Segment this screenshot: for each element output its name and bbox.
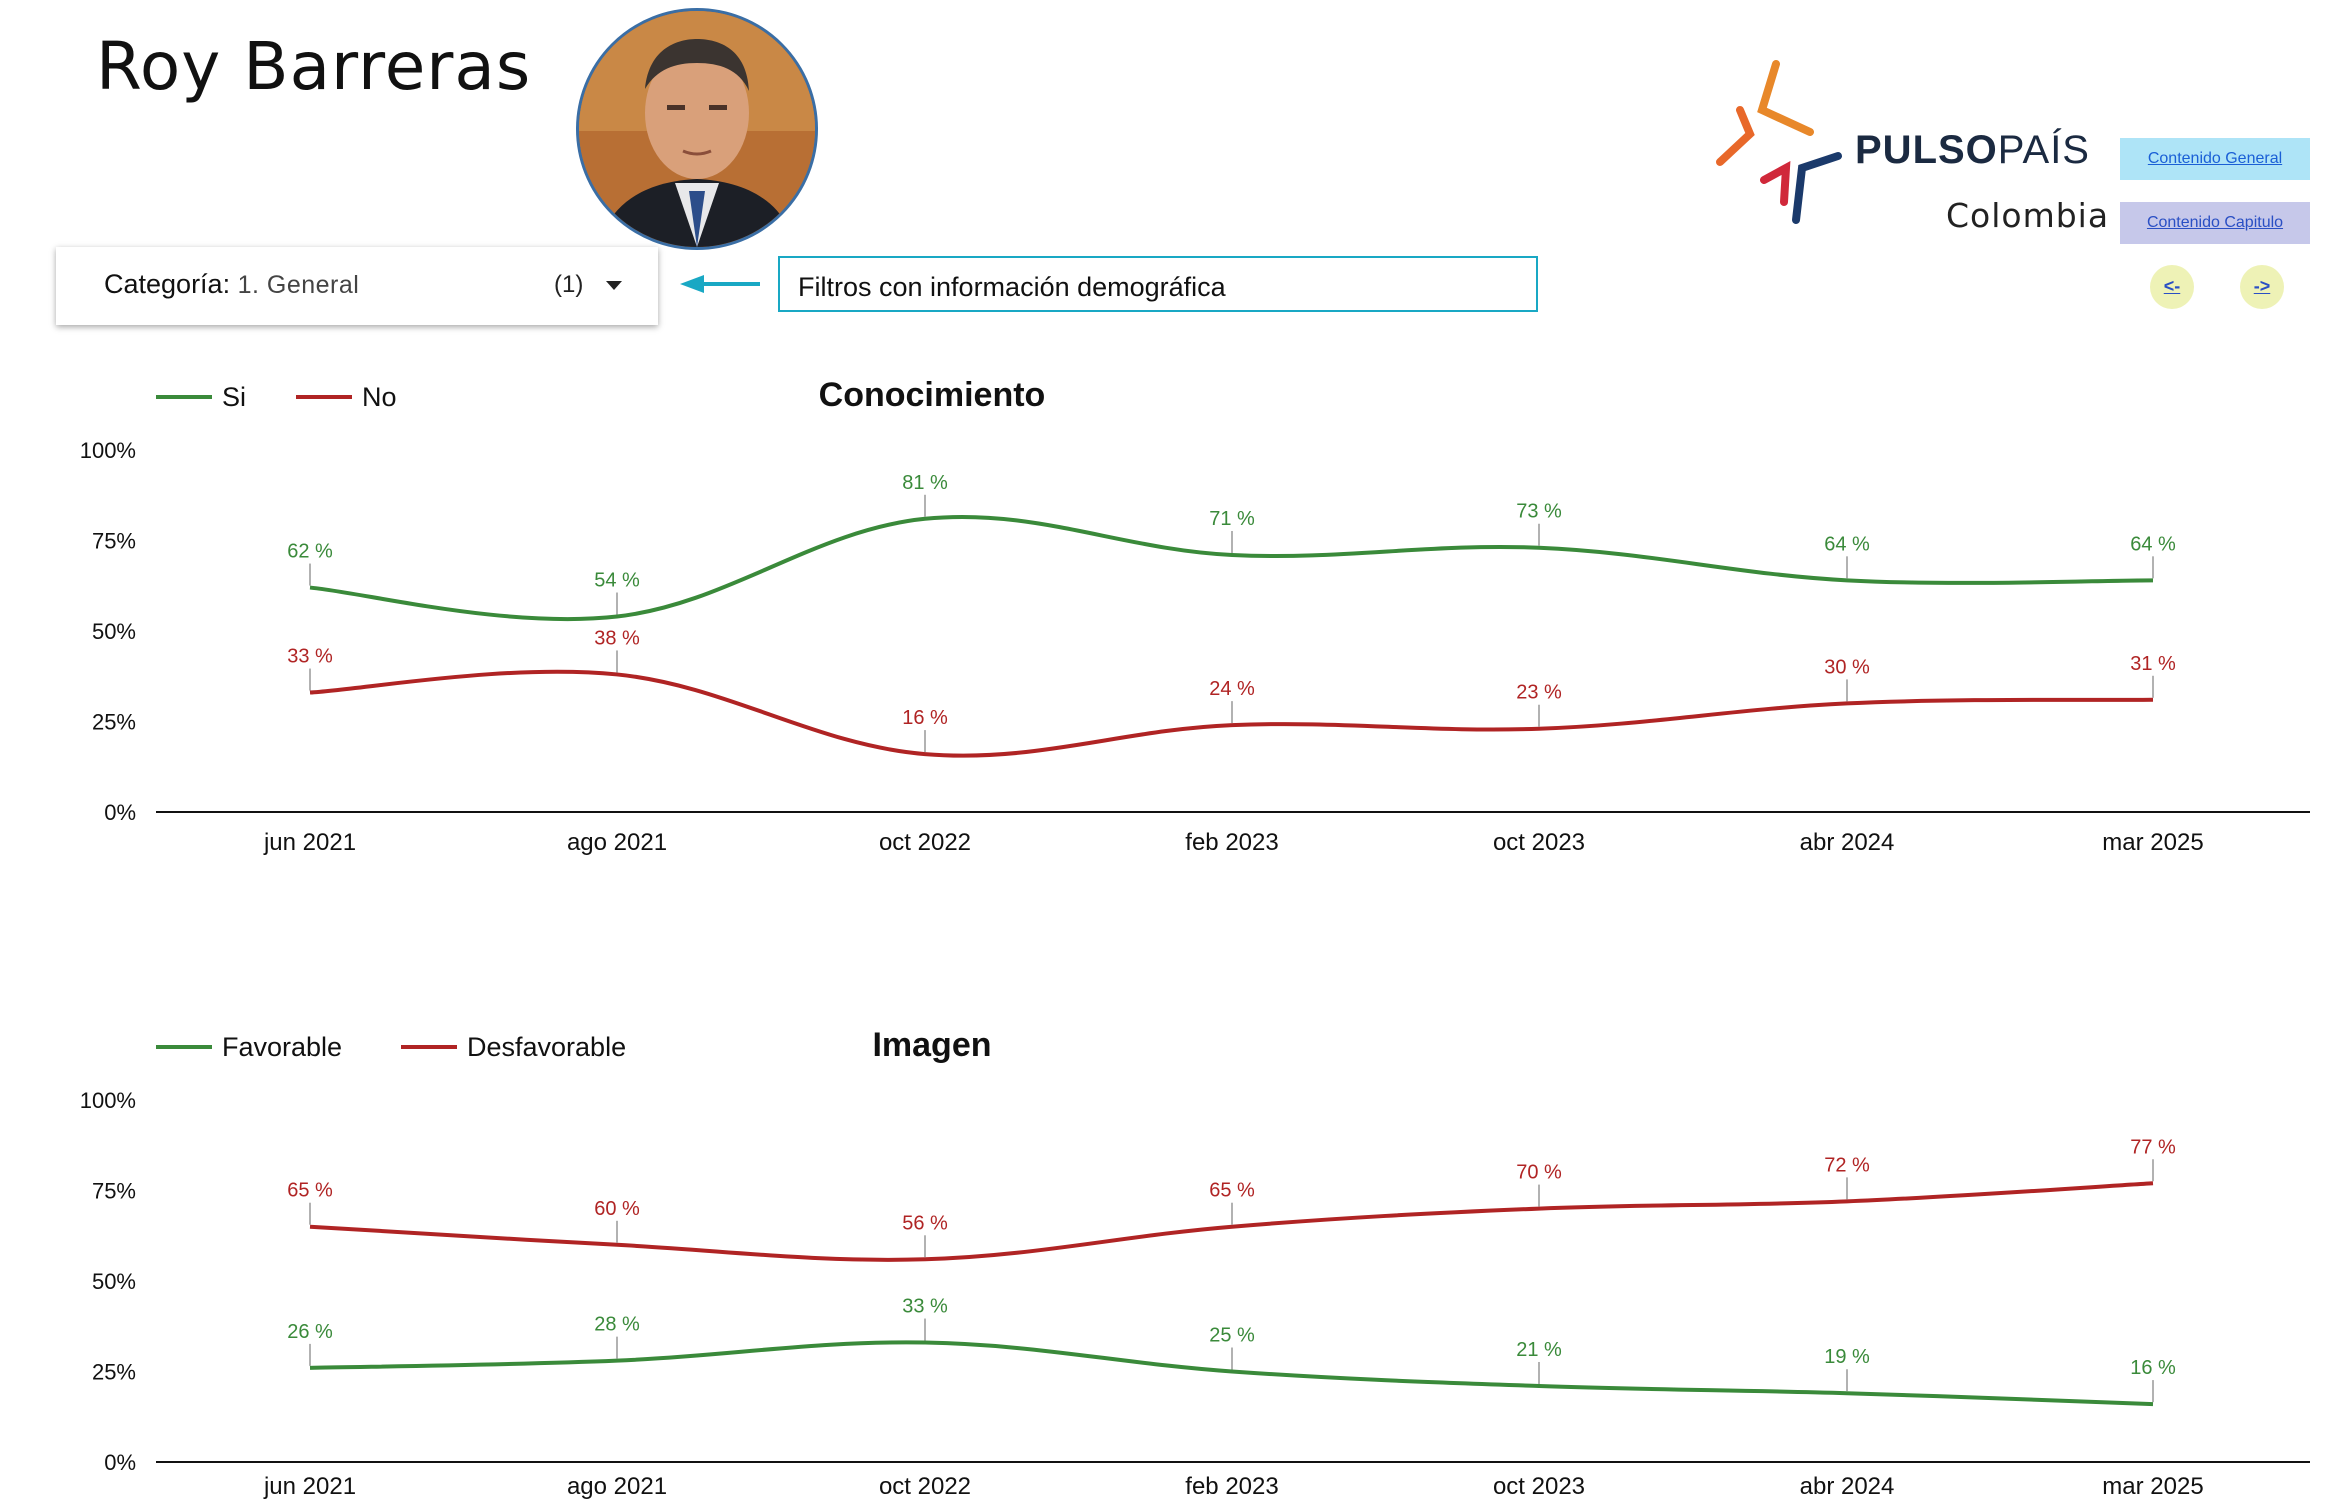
next-page-button[interactable]: -> xyxy=(2240,265,2284,309)
logo-mark-icon xyxy=(1716,60,1842,224)
person-portrait-icon xyxy=(579,11,815,247)
data-label: 25 % xyxy=(1209,1325,1255,1347)
x-tick-label: jun 2021 xyxy=(263,1473,356,1500)
data-label: 16 % xyxy=(902,707,948,729)
conocimiento-chart-svg: Conocimiento Si No 0% 25% 50% 75% 100% jun 2021 a… xyxy=(80,376,2310,856)
data-label: 54 % xyxy=(594,570,640,592)
imagen-chart-svg: Imagen Favorable Desfavorable 0% 25% 50% 75% 10… xyxy=(80,1026,2310,1500)
data-label: 71 % xyxy=(1209,508,1255,530)
data-label: 65 % xyxy=(1209,1180,1255,1202)
x-tick-label: abr 2024 xyxy=(1800,1473,1895,1500)
data-label: 38 % xyxy=(594,627,640,649)
previous-page-button[interactable]: <- xyxy=(2150,265,2194,309)
legend-label: No xyxy=(362,382,397,412)
x-tick-label: oct 2023 xyxy=(1493,1473,1585,1500)
contenido-general-link[interactable]: Contenido General xyxy=(2120,138,2310,180)
x-tick-label: mar 2025 xyxy=(2102,1473,2203,1500)
imagen-chart: Imagen Favorable Desfavorable 0% 25% 50% 75% 10… xyxy=(0,1000,2330,1500)
contenido-capitulo-link[interactable]: Contenido Capitulo xyxy=(2120,202,2310,244)
legend-label: Si xyxy=(222,382,246,412)
filter-label: Categoría: 1. General xyxy=(104,269,360,299)
arrow-left-icon xyxy=(680,275,760,293)
series-line-desfavorable xyxy=(309,1181,2154,1262)
series-line-no xyxy=(309,669,2154,758)
data-label: 77 % xyxy=(2130,1136,2176,1158)
data-label: 16 % xyxy=(2130,1357,2176,1379)
x-tick-label: jun 2021 xyxy=(263,829,356,856)
note-text: Filtros con información demográfica xyxy=(798,272,1226,302)
brand-country: Colombia xyxy=(1946,196,2110,235)
y-tick-label: 25% xyxy=(92,1360,136,1385)
y-tick-label: 50% xyxy=(92,1269,136,1294)
y-tick-label: 0% xyxy=(104,800,136,825)
category-filter-dropdown[interactable]: Categoría: 1. General (1) xyxy=(56,247,658,325)
filter-value: 1. General xyxy=(237,271,360,299)
data-label: 33 % xyxy=(902,1296,948,1318)
data-label: 64 % xyxy=(1824,533,1870,555)
chevron-down-icon xyxy=(606,281,622,290)
data-label: 33 % xyxy=(287,646,333,668)
brand-name: PULSOPAÍS xyxy=(1855,128,2090,172)
data-label: 56 % xyxy=(902,1212,948,1234)
data-label: 65 % xyxy=(287,1180,333,1202)
data-label: 21 % xyxy=(1516,1339,1562,1361)
data-label: 64 % xyxy=(2130,533,2176,555)
data-label: 81 % xyxy=(902,472,948,494)
data-label: 19 % xyxy=(1824,1346,1870,1368)
page-title: Roy Barreras xyxy=(96,28,532,105)
data-label: 28 % xyxy=(594,1314,640,1336)
series-line-favorable xyxy=(309,1340,2154,1407)
data-label: 31 % xyxy=(2130,653,2176,675)
legend-label: Favorable xyxy=(222,1032,342,1062)
y-tick-label: 0% xyxy=(104,1450,136,1475)
profile-photo xyxy=(576,8,818,250)
x-tick-label: oct 2023 xyxy=(1493,829,1585,856)
y-tick-label: 100% xyxy=(80,1088,136,1113)
data-label: 60 % xyxy=(594,1198,640,1220)
y-tick-label: 100% xyxy=(80,438,136,463)
data-label: 70 % xyxy=(1516,1162,1562,1184)
data-label: 24 % xyxy=(1209,678,1255,700)
data-label: 23 % xyxy=(1516,682,1562,704)
x-tick-label: ago 2021 xyxy=(567,829,667,856)
x-tick-label: ago 2021 xyxy=(567,1473,667,1500)
data-label: 30 % xyxy=(1824,656,1870,678)
x-tick-label: oct 2022 xyxy=(879,829,971,856)
pulsopais-logo: PULSOPAÍS Colombia xyxy=(1710,50,2108,250)
y-tick-label: 75% xyxy=(92,529,136,554)
x-tick-label: oct 2022 xyxy=(879,1473,971,1500)
data-label: 62 % xyxy=(287,541,333,563)
conocimiento-chart: Conocimiento Si No 0% 25% 50% 75% 100% jun 2021 a… xyxy=(0,360,2330,880)
x-tick-label: abr 2024 xyxy=(1800,829,1895,856)
demographic-filter-note: Filtros con información demográfica xyxy=(778,256,1538,312)
chart-title: Imagen xyxy=(872,1026,991,1064)
x-tick-label: mar 2025 xyxy=(2102,829,2203,856)
x-tick-label: feb 2023 xyxy=(1185,1473,1278,1500)
x-tick-label: feb 2023 xyxy=(1185,829,1278,856)
chart-title: Conocimiento xyxy=(819,376,1046,414)
series-line-si xyxy=(309,514,2154,622)
data-label: 73 % xyxy=(1516,501,1562,523)
filter-count: (1) xyxy=(554,271,584,298)
y-tick-label: 75% xyxy=(92,1179,136,1204)
data-label: 26 % xyxy=(287,1321,333,1343)
y-tick-label: 50% xyxy=(92,619,136,644)
y-tick-label: 25% xyxy=(92,710,136,735)
legend-label: Desfavorable xyxy=(467,1032,626,1062)
data-label: 72 % xyxy=(1824,1154,1870,1176)
